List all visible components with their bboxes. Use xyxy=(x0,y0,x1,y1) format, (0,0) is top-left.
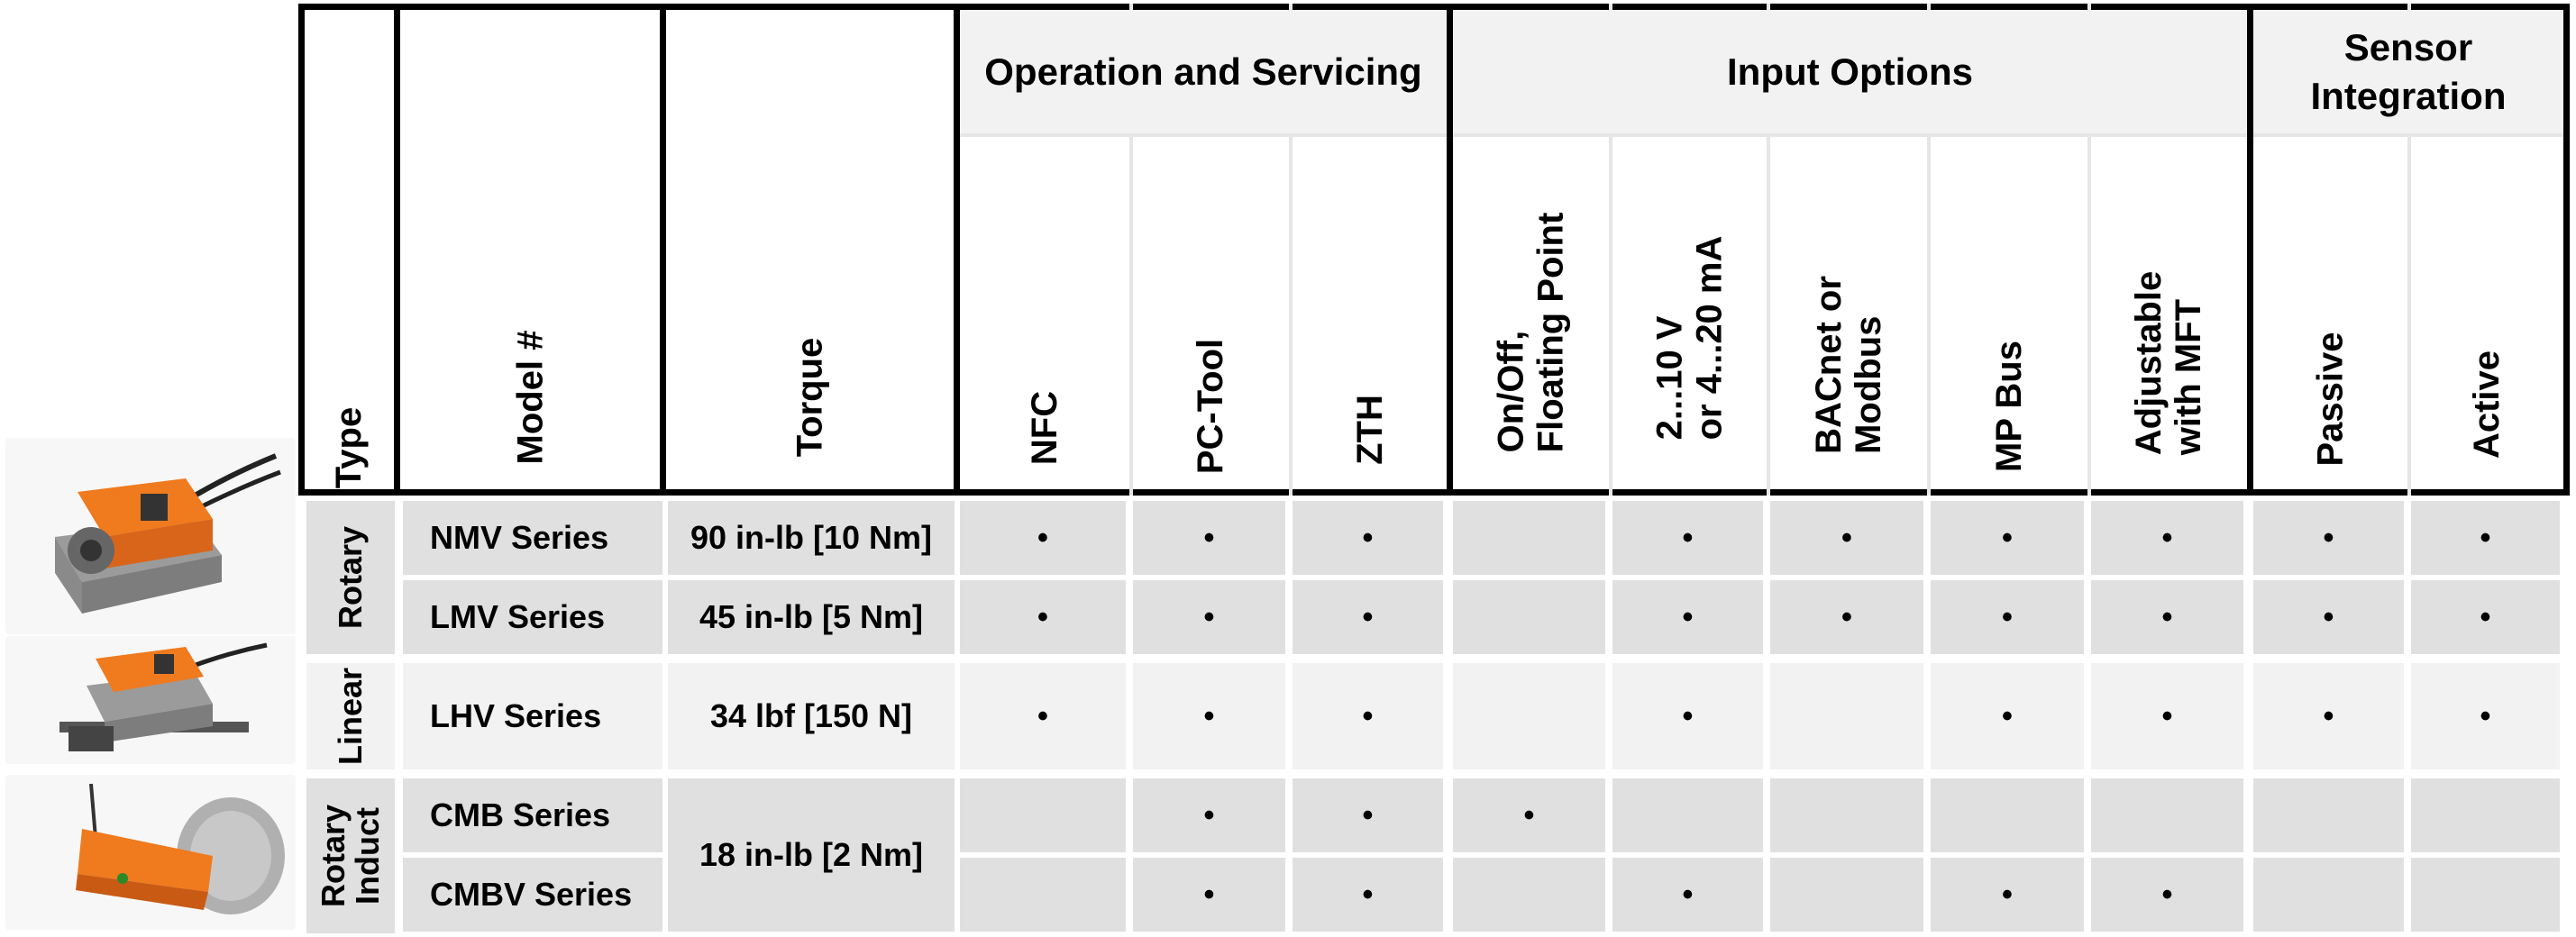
feature-cell: • xyxy=(1612,663,1763,769)
feature-cell xyxy=(2411,858,2560,932)
feature-cell: • xyxy=(1293,501,1443,575)
group-header-input: Input Options xyxy=(1453,10,2247,133)
feature-cell: • xyxy=(1770,580,1923,654)
feature-cell xyxy=(1453,858,1605,932)
feature-cell xyxy=(960,858,1126,932)
column-header-model: Model # xyxy=(510,330,550,465)
feature-cell: • xyxy=(2253,580,2404,654)
feature-cell xyxy=(2091,778,2243,852)
column-header-torque: Torque xyxy=(790,337,830,458)
feature-cell: • xyxy=(1133,858,1285,932)
feature-cell: • xyxy=(1931,858,2084,932)
feature-cell: • xyxy=(1133,580,1285,654)
feature-cell xyxy=(1453,580,1605,654)
feature-cell: • xyxy=(960,580,1126,654)
feature-cell: • xyxy=(1293,580,1443,654)
feature-cell: • xyxy=(2253,501,2404,575)
model-cell: NMV Series xyxy=(403,501,662,575)
feature-cell: • xyxy=(2411,501,2560,575)
column-header-passive: Passive xyxy=(2310,332,2351,467)
model-cell: LHV Series xyxy=(403,663,662,769)
feature-cell: • xyxy=(1293,778,1443,852)
feature-cell: • xyxy=(1770,501,1923,575)
rotary-actuator-icon xyxy=(5,438,296,634)
type-linear: Linear xyxy=(306,663,395,769)
group-header-sensor: Sensor Integration xyxy=(2253,10,2563,133)
feature-cell xyxy=(1770,858,1923,932)
feature-cell: • xyxy=(1612,858,1763,932)
feature-cell: • xyxy=(1453,778,1605,852)
feature-cell: • xyxy=(1612,501,1763,575)
feature-cell: • xyxy=(2091,858,2243,932)
column-header-on-off: On/Off, Floating Point xyxy=(1491,212,1571,453)
feature-cell: • xyxy=(1931,580,2084,654)
model-cell: CMB Series xyxy=(403,778,662,852)
feature-cell: • xyxy=(960,501,1126,575)
feature-cell xyxy=(1770,663,1923,769)
group-header-operation: Operation and Servicing xyxy=(960,10,1447,133)
feature-cell: • xyxy=(1612,580,1763,654)
torque-cell: 18 in-lb [2 Nm] xyxy=(668,778,955,932)
feature-cell xyxy=(2253,858,2404,932)
type-rotary: Rotary xyxy=(306,501,395,654)
feature-cell xyxy=(960,778,1126,852)
type-rotary-induct: Rotary Induct xyxy=(306,778,395,933)
feature-cell: • xyxy=(2091,580,2243,654)
feature-cell xyxy=(1931,778,2084,852)
feature-cell xyxy=(1453,501,1605,575)
feature-cell: • xyxy=(2411,580,2560,654)
feature-cell xyxy=(1612,778,1763,852)
column-header-nfc: NFC xyxy=(1025,390,1064,466)
model-cell: CMBV Series xyxy=(403,858,662,932)
feature-cell: • xyxy=(1931,663,2084,769)
model-cell: LMV Series xyxy=(403,580,662,654)
column-header-mp-bus: MP Bus xyxy=(1989,341,2029,472)
feature-cell: • xyxy=(1931,501,2084,575)
linear-actuator-icon xyxy=(5,636,296,764)
feature-cell: • xyxy=(2253,663,2404,769)
column-header-mft: Adjustable with MFT xyxy=(2129,270,2209,456)
feature-cell xyxy=(1770,778,1923,852)
column-header-zth: ZTH xyxy=(1349,395,1390,465)
torque-cell: 45 in-lb [5 Nm] xyxy=(668,580,955,654)
feature-cell: • xyxy=(2091,501,2243,575)
feature-cell xyxy=(1453,663,1605,769)
column-header-pc-tool: PC-Tool xyxy=(1191,338,1231,475)
feature-cell: • xyxy=(960,663,1126,769)
feature-cell: • xyxy=(1133,778,1285,852)
column-header-active: Active xyxy=(2467,350,2507,459)
feature-cell: • xyxy=(2411,663,2560,769)
feature-cell: • xyxy=(2091,663,2243,769)
feature-cell xyxy=(2253,778,2404,852)
column-header-analog: 2...10 V or 4...20 mA xyxy=(1649,235,1730,441)
feature-cell: • xyxy=(1133,501,1285,575)
column-header-type: Type xyxy=(329,406,370,489)
feature-cell: • xyxy=(1293,858,1443,932)
column-header-bacnet: BACnet or Modbus xyxy=(1809,276,1888,454)
feature-cell: • xyxy=(1293,663,1443,769)
induct-actuator-icon xyxy=(5,775,296,930)
feature-cell: • xyxy=(1133,663,1285,769)
torque-cell: 34 lbf [150 N] xyxy=(668,663,955,769)
feature-cell xyxy=(2411,778,2560,852)
torque-cell: 90 in-lb [10 Nm] xyxy=(668,501,955,575)
